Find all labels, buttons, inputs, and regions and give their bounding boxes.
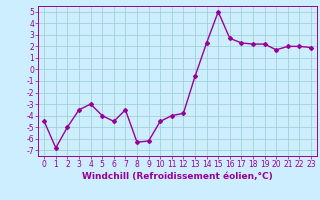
X-axis label: Windchill (Refroidissement éolien,°C): Windchill (Refroidissement éolien,°C) — [82, 172, 273, 181]
